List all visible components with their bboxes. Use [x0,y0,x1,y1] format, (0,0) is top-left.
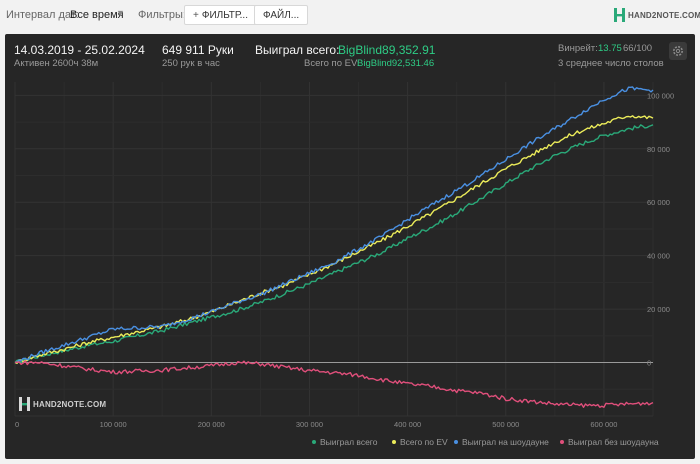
ev-total-label: Всего по EV: [304,58,360,69]
date-range: 14.03.2019 - 25.02.2024 [14,43,145,57]
filter-button-label: ФИЛЬТР... [201,10,248,21]
gear-icon [673,46,683,56]
filters-label: Фильтры: [138,9,186,21]
x-tick-label: 500 000 [492,420,519,429]
x-tick-label: 0 [15,420,19,429]
winrate-value: 13.75 [598,43,622,54]
legend-label: Всего по EV [400,437,448,447]
chevron-down-icon[interactable]: ▼ [116,8,125,18]
series-line-showdown [14,86,654,364]
file-button-label: ФАЙЛ... [263,10,300,21]
interval-label: Интервал дат: [6,9,79,21]
interval-select[interactable]: Все время [70,9,124,21]
winrate-label: Винрейт: [558,43,598,54]
x-tick-label: 600 000 [590,420,617,429]
legend-dot [312,440,316,444]
x-tick-label: 200 000 [198,420,225,429]
y-tick-label: 20 000 [647,305,670,314]
line-chart: 0 20 000 40 000 60 000 80 000 100 000 0 100 000… [14,82,674,429]
series-line-non-showdown [14,360,654,408]
y-tick-label: 40 000 [647,252,670,261]
x-tick-label: 300 000 [296,420,323,429]
chart-watermark: HAND2NOTE.COM [19,397,106,411]
file-button[interactable]: ФАЙЛ... [254,5,309,25]
legend-dot [392,440,396,444]
brand-mark-icon [614,8,625,22]
legend-label: Выиграл всего [320,437,378,447]
watermark-mark-icon [19,397,30,411]
top-toolbar: Интервал дат: Все время ▼ Фильтры: + ФИЛЬ… [0,0,700,30]
legend-item-showdown[interactable]: Выиграл на шоудауне [454,437,549,447]
chart-panel: 14.03.2019 - 25.02.2024 Активен 2600ч 38… [5,34,695,459]
x-tick-label: 400 000 [394,420,421,429]
brand-logo-text: HAND2NOTE.COM [628,10,700,20]
legend-label: Выиграл на шоудауне [462,437,549,447]
legend-dot [454,440,458,444]
ev-total-value: BigBlind92,531.46 [357,58,435,69]
y-tick-label: 0 [647,359,651,368]
hands-count: 649 911 Руки [162,43,234,57]
won-total-label: Выиграл всего: [255,43,340,57]
legend-label: Выиграл без шоудауна [568,437,659,447]
series-line-ev-total [14,115,654,365]
y-tick-label: 100 000 [647,91,674,100]
series-line-won-total [14,124,654,364]
x-tick-label: 100 000 [100,420,127,429]
hands-per-hour: 250 рук в час [162,58,220,69]
legend-item-won-total[interactable]: Выиграл всего [312,437,377,447]
settings-button[interactable] [669,42,687,60]
legend-dot [560,440,564,444]
active-time: Активен 2600ч 38м [14,58,99,69]
y-tick-label: 60 000 [647,198,670,207]
y-tick-label: 80 000 [647,145,670,154]
winrate-suffix: 66/100 [623,43,653,54]
filter-button[interactable]: + ФИЛЬТР... [184,5,257,25]
legend-item-ev-total[interactable]: Всего по EV [392,437,448,447]
won-total-value: BigBlind89,352.91 [338,43,436,57]
brand-logo[interactable]: HAND2NOTE.COM [614,7,700,23]
plus-icon: + [193,10,199,21]
legend-item-non-showdown[interactable]: Выиграл без шоудауна [560,437,659,447]
tables-average: 3 среднее число столов [558,58,664,69]
watermark-text: HAND2NOTE.COM [33,399,107,409]
